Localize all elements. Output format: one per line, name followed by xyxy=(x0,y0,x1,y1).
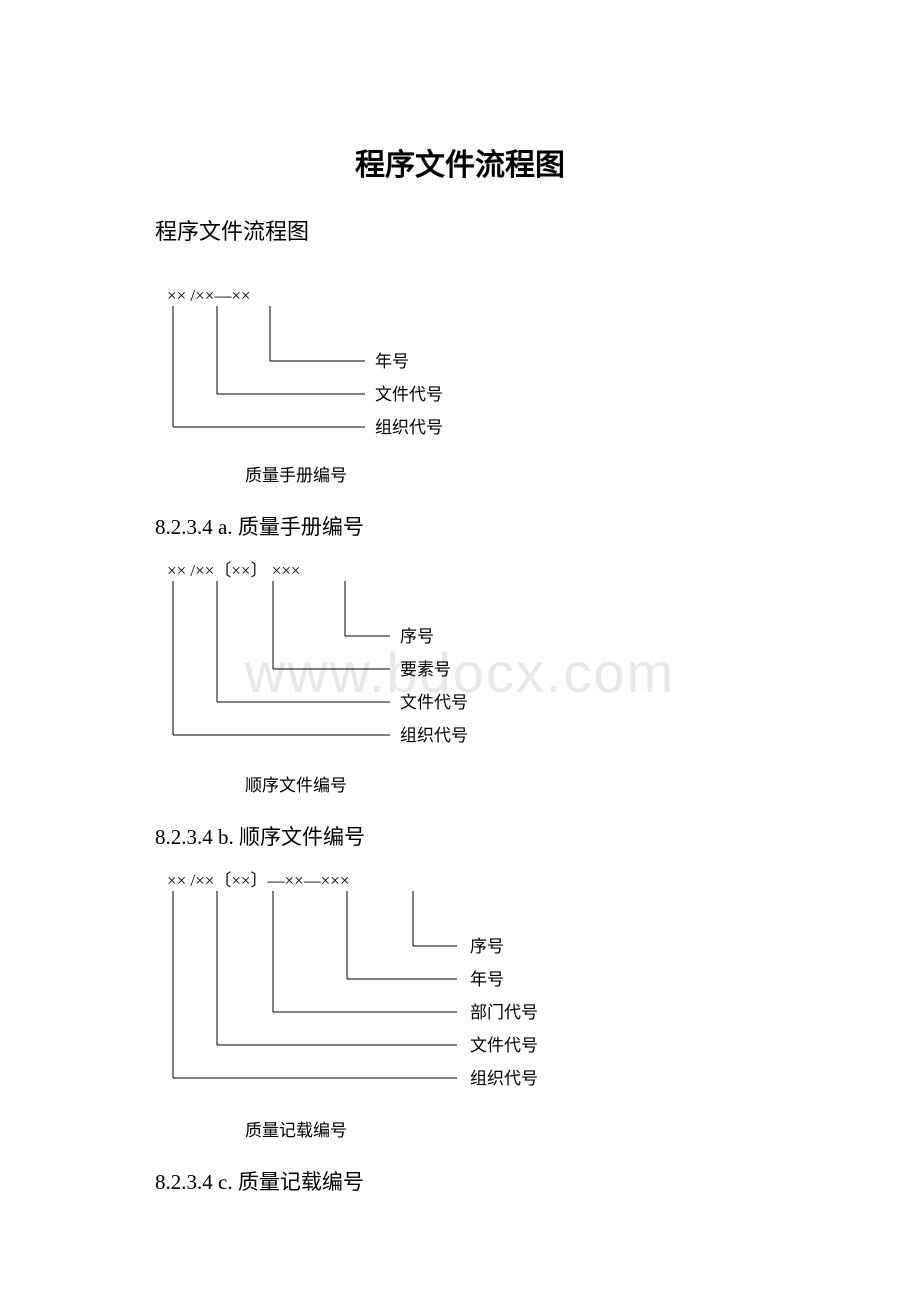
bracket-label: 组织代号 xyxy=(375,418,443,437)
bracket-label: 文件代号 xyxy=(400,693,468,712)
section-header-a: 8.2.3.4 a. 质量手册编号 xyxy=(155,511,765,541)
diagram-caption: 质量手册编号 xyxy=(245,461,765,486)
bracket-label: 文件代号 xyxy=(470,1036,538,1055)
bracket-label: 文件代号 xyxy=(375,385,443,404)
bracket-label: 年号 xyxy=(375,352,409,371)
code-pattern: ×× /××〔××〕—××—××× xyxy=(167,866,765,891)
bracket-label: 序号 xyxy=(470,937,504,956)
bracket-label: 序号 xyxy=(400,627,434,646)
diagram-caption: 顺序文件编号 xyxy=(245,771,765,796)
bracket-label: 要素号 xyxy=(400,660,451,679)
diagram-quality-manual-number: ×× /××—×× 年号文件代号组织代号 质量手册编号 xyxy=(155,286,765,486)
bracket-label: 组织代号 xyxy=(470,1069,538,1088)
bracket-diagram-3: 序号年号部门代号文件代号组织代号 xyxy=(155,891,655,1101)
code-pattern: ×× /××〔××〕 ××× xyxy=(167,556,765,581)
section-header-b: 8.2.3.4 b. 顺序文件编号 xyxy=(155,821,765,851)
bracket-diagram-2: 序号要素号文件代号组织代号 xyxy=(155,581,615,756)
main-title: 程序文件流程图 xyxy=(155,140,765,184)
code-pattern: ×× /××—×× xyxy=(167,286,765,306)
diagram-caption: 质量记载编号 xyxy=(245,1116,765,1141)
bracket-label: 年号 xyxy=(470,970,504,989)
diagram-sequence-file-number: ×× /××〔××〕 ××× 序号要素号文件代号组织代号 顺序文件编号 xyxy=(155,556,765,796)
bracket-label: 部门代号 xyxy=(470,1003,538,1022)
bracket-label: 组织代号 xyxy=(400,726,468,745)
diagram-quality-record-number: ×× /××〔××〕—××—××× 序号年号部门代号文件代号组织代号 质量记载编… xyxy=(155,866,765,1141)
section-header-c: 8.2.3.4 c. 质量记载编号 xyxy=(155,1166,765,1196)
bracket-diagram-1: 年号文件代号组织代号 xyxy=(155,306,595,446)
subtitle: 程序文件流程图 xyxy=(155,214,765,246)
